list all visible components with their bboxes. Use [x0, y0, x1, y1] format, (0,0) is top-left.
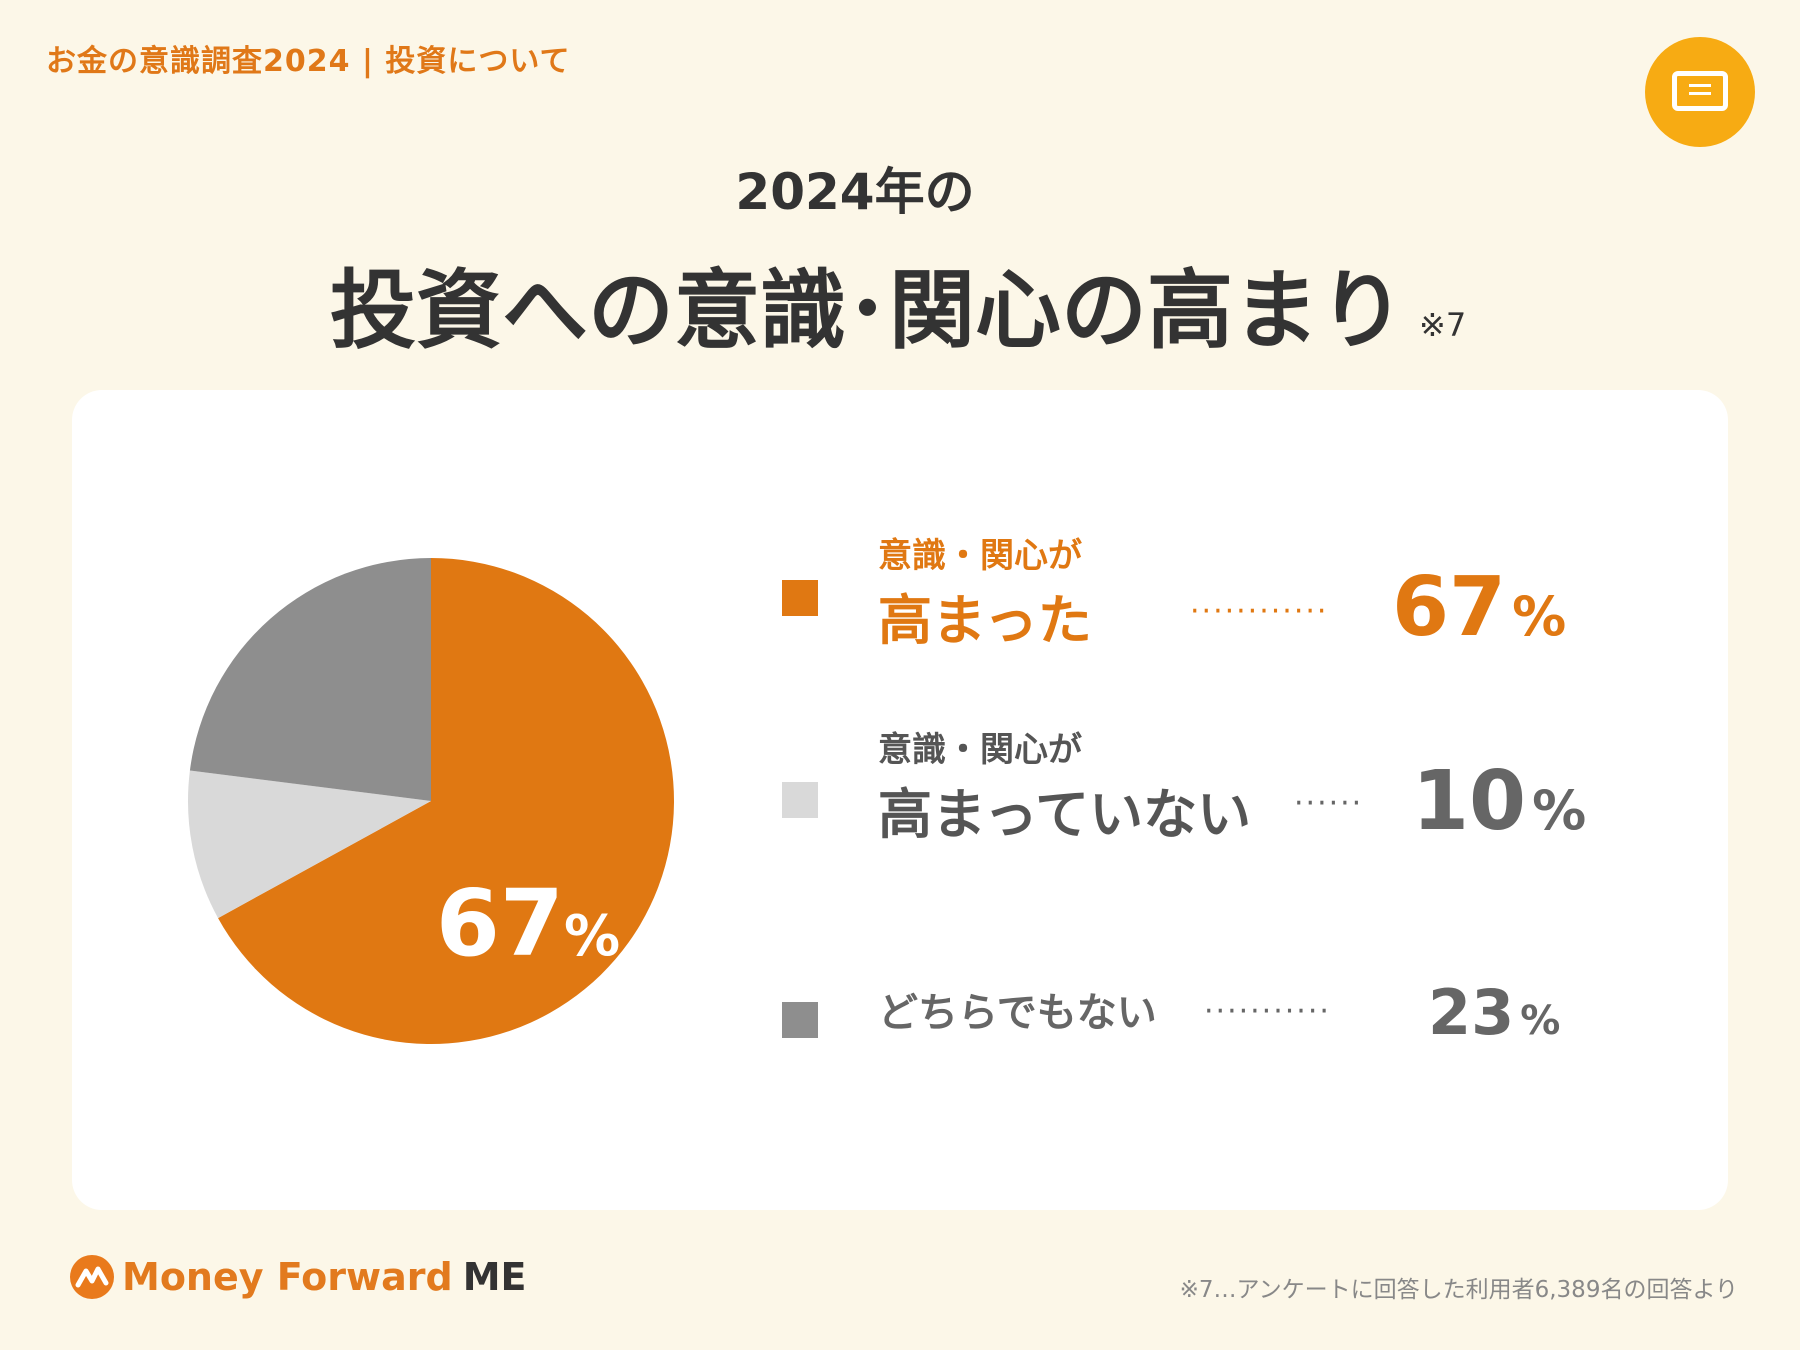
pie-center-label: 67% [358, 870, 698, 977]
header-breadcrumb: お金の意識調査2024 | 投資について [46, 44, 571, 79]
legend-small-raised: 意識・関心が [878, 536, 1082, 576]
title-sub: 2024年の [735, 163, 975, 221]
pie-chart [188, 558, 675, 1044]
legend-swatch-not-raised [782, 782, 818, 818]
legend-value-neither-unit: % [1520, 998, 1561, 1044]
pie-slice-raised [218, 558, 675, 1044]
legend-value-neither-num: 23 [1428, 976, 1515, 1049]
pie-center-unit: % [563, 904, 621, 969]
logo-suffix: ME [462, 1255, 527, 1299]
legend-label-raised: 高まった [878, 589, 1092, 652]
legend-swatch-raised [782, 580, 818, 616]
logo-mark-icon [70, 1255, 114, 1299]
screen-icon [1645, 37, 1755, 147]
pie-center-value: 67 [435, 870, 564, 977]
legend-small-not-raised: 意識・関心が [878, 730, 1082, 770]
legend-value-raised-num: 67 [1392, 560, 1507, 655]
legend-label-neither: どちらでもない [878, 990, 1157, 1036]
title-main: 投資への意識･関心の高まり ※7 [330, 240, 1530, 365]
legend-value-raised: 67% [1392, 560, 1566, 655]
logo-text: Money Forward [122, 1255, 453, 1299]
legend-dots-raised: ············ [1190, 594, 1329, 629]
legend-value-not-raised-num: 10 [1412, 754, 1527, 849]
legend-dots-neither: ··········· [1204, 994, 1331, 1029]
legend-value-not-raised-unit: % [1532, 779, 1587, 842]
chart-card: 67% 意識・関心が 高まった ············ 67% 意識・関心が … [72, 390, 1728, 1210]
legend-value-raised-unit: % [1512, 585, 1567, 648]
title-note: ※7 [1419, 306, 1467, 344]
footnote: ※7…アンケートに回答した利用者6,389名の回答より [1179, 1277, 1738, 1303]
legend-value-not-raised: 10% [1412, 754, 1586, 849]
title-main-text: 投資への意識･関心の高まり [330, 261, 1405, 361]
legend-dots-not-raised: ······ [1294, 786, 1364, 821]
legend-label-not-raised: 高まっていない [878, 783, 1252, 846]
legend-value-neither: 23% [1428, 976, 1560, 1049]
pie-slice-not-raised [188, 770, 431, 919]
pie-slice-neither [189, 558, 431, 801]
legend-swatch-neither [782, 1002, 818, 1038]
